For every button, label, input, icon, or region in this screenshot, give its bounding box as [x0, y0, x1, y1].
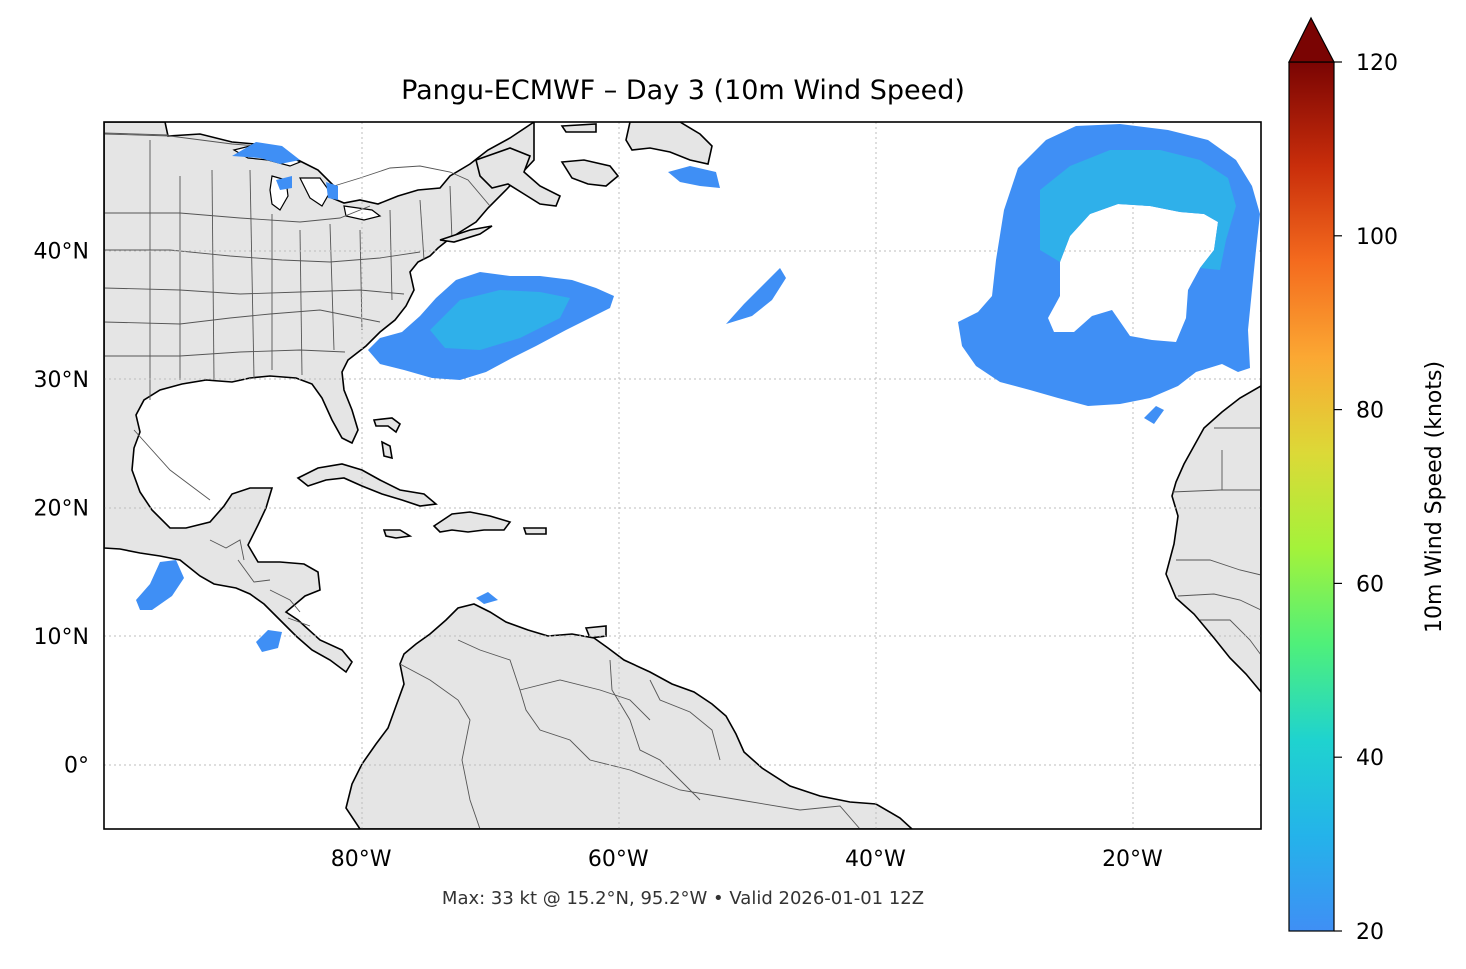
cuba-land — [296, 463, 438, 507]
latitude-tick-label: 10°N — [34, 625, 89, 650]
wind-region-lake-huron — [326, 182, 338, 200]
great-lakes — [232, 143, 382, 221]
hispaniola-land — [432, 511, 512, 533]
colorbar-tick-label: 40 — [1356, 746, 1384, 771]
wind-region-east-atlantic-core — [1040, 150, 1236, 270]
wind-region-papagayo — [256, 630, 282, 652]
map-frame — [103, 121, 1262, 830]
colorbar: 120 100 80 60 40 20 10m Wind Speed (knots) — [1288, 16, 1447, 945]
colorbar-tick-label: 20 — [1356, 920, 1384, 945]
colorbar-tick-label: 80 — [1356, 399, 1384, 424]
state-borders — [104, 133, 453, 400]
long-island-land — [439, 225, 493, 243]
south-america-land — [345, 603, 914, 829]
bahamas-land — [372, 417, 402, 460]
colorbar-tick-label: 60 — [1356, 572, 1384, 597]
latitude-tick-labels: 40°N 30°N 20°N 10°N 0° — [34, 240, 89, 779]
labrador-land — [625, 122, 713, 165]
colorbar-gradient — [1288, 61, 1335, 932]
latitude-tick-label: 20°N — [34, 497, 89, 522]
wind-region-tehuantepec — [136, 560, 184, 610]
longitude-tick-label: 80°W — [331, 847, 392, 872]
wind-region-lake-michigan — [276, 176, 292, 190]
colorbar-tick-label: 120 — [1356, 51, 1398, 76]
wind-region-gulf-stream-core — [430, 290, 570, 350]
newfoundland-land — [560, 159, 620, 187]
wind-region-caribbean — [476, 592, 498, 604]
longitude-tick-label: 40°W — [845, 847, 906, 872]
puerto-rico-land — [522, 527, 547, 535]
south-america-borders — [399, 639, 861, 829]
colorbar-tick-label: 100 — [1356, 225, 1398, 250]
chart-title: Pangu-ECMWF – Day 3 (10m Wind Speed) — [401, 75, 965, 106]
longitude-tick-label: 20°W — [1102, 847, 1163, 872]
central-america-borders — [133, 429, 311, 627]
map-panel — [104, 122, 1261, 829]
africa-borders — [1171, 427, 1261, 656]
wind-region-newfoundland — [668, 166, 720, 188]
longitude-tick-labels: 80°W 60°W 40°W 20°W — [331, 847, 1163, 872]
nova-scotia-land — [475, 147, 562, 207]
longitude-tick-label: 60°W — [588, 847, 649, 872]
north-america-land — [104, 122, 535, 674]
colorbar-label: 10m Wind Speed (knots) — [1422, 361, 1447, 633]
anticosti-land — [560, 123, 597, 133]
latitude-tick-label: 40°N — [34, 240, 89, 265]
colorbar-tick-labels: 120 100 80 60 40 20 — [1334, 51, 1398, 945]
wind-region-canaries — [1144, 406, 1164, 424]
max-wind-footnote: Max: 33 kt @ 15.2°N, 95.2°W • Valid 2026… — [442, 888, 924, 909]
canada-border — [104, 132, 491, 207]
colorbar-extend-arrow — [1288, 16, 1335, 63]
wind-region-lake-superior — [232, 142, 300, 164]
wind-region-mid-atlantic — [726, 268, 786, 324]
latitude-tick-label: 0° — [64, 754, 89, 779]
wind-speed-field — [136, 124, 1260, 652]
jamaica-land — [382, 529, 413, 539]
africa-land — [1165, 385, 1261, 694]
latitude-tick-label: 30°N — [34, 368, 89, 393]
